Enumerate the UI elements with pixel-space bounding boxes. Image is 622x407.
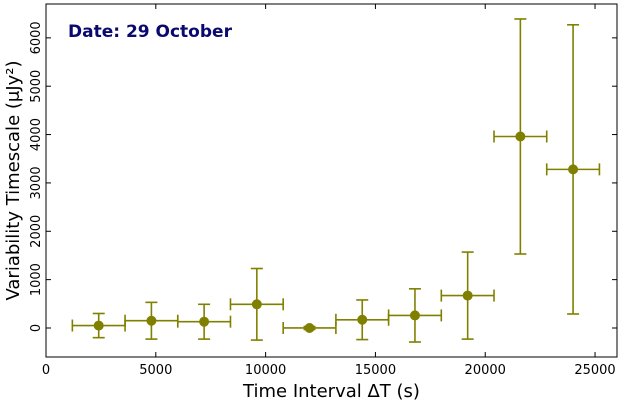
marker [462,290,473,301]
plot-frame [45,3,618,358]
y-tick-label: 2000 [29,215,44,248]
x-axis-label: Time Interval ΔT (s) [242,381,420,402]
date-annotation: Date: 29 October [68,22,233,42]
data-point [229,267,284,341]
x-tick-label: 25000 [574,363,615,378]
marker [568,164,579,175]
y-tick-label: 3000 [29,166,44,199]
data-point [440,251,495,340]
axis-ticks: 0 5000 10000 15000 20000 25000 0 1000 2000 3000 40… [29,4,617,378]
data-point [282,321,337,334]
data-point [493,18,548,255]
data-point [335,299,390,341]
y-tick-label: 6000 [29,21,44,54]
data-point [387,288,443,343]
y-tick-label: 5000 [29,70,44,103]
marker [93,320,104,331]
x-tick-label: 15000 [355,363,396,378]
data-point [176,303,232,340]
marker [409,310,420,321]
data-points [71,18,601,343]
x-tick-label: 20000 [465,363,506,378]
y-tick-label: 1000 [29,263,44,296]
y-tick-label: 4000 [29,118,44,151]
data-point [545,23,601,315]
marker [357,314,368,325]
x-tick-label: 10000 [245,363,286,378]
y-axis-label: Variability Timescale (μJy²) [3,60,24,300]
x-tick-label: 0 [42,363,50,378]
marker [199,316,210,327]
marker [515,131,526,142]
data-point [71,312,126,339]
marker [304,322,315,333]
marker [146,315,157,326]
data-point [124,301,179,340]
marker [251,299,262,310]
x-tick-label: 5000 [139,363,172,378]
y-tick-label: 0 [29,324,44,332]
